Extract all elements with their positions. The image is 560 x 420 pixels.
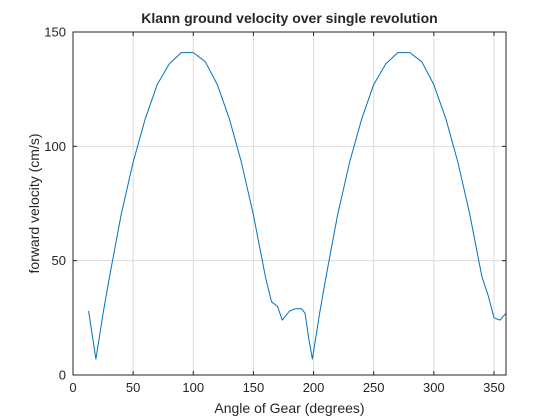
x-tick-label: 300 <box>423 380 445 395</box>
x-tick-label: 200 <box>303 380 325 395</box>
axes-box <box>72 31 507 376</box>
y-tick-label: 50 <box>52 253 66 268</box>
x-tick-label: 250 <box>363 380 385 395</box>
chart-title: Klann ground velocity over single revolu… <box>141 10 437 26</box>
y-axis-label: forward velocity (cm/s) <box>26 133 42 273</box>
x-tick-label: 0 <box>69 380 76 395</box>
series-layer <box>88 52 507 360</box>
y-tick-label: 150 <box>44 25 66 40</box>
y-tick-label: 0 <box>59 368 66 383</box>
series-line <box>88 52 507 360</box>
y-tick-label: 100 <box>44 139 66 154</box>
x-tick-label: 100 <box>182 380 204 395</box>
x-tick-label: 50 <box>126 380 140 395</box>
x-tick-label: 150 <box>243 380 265 395</box>
x-axis-label: Angle of Gear (degrees) <box>214 400 364 416</box>
x-tick-label: 350 <box>483 380 505 395</box>
plot-area <box>73 32 506 375</box>
axis-ticks: 0 50 100 150 200 250 300 350 0 50 100 150 <box>44 25 506 395</box>
